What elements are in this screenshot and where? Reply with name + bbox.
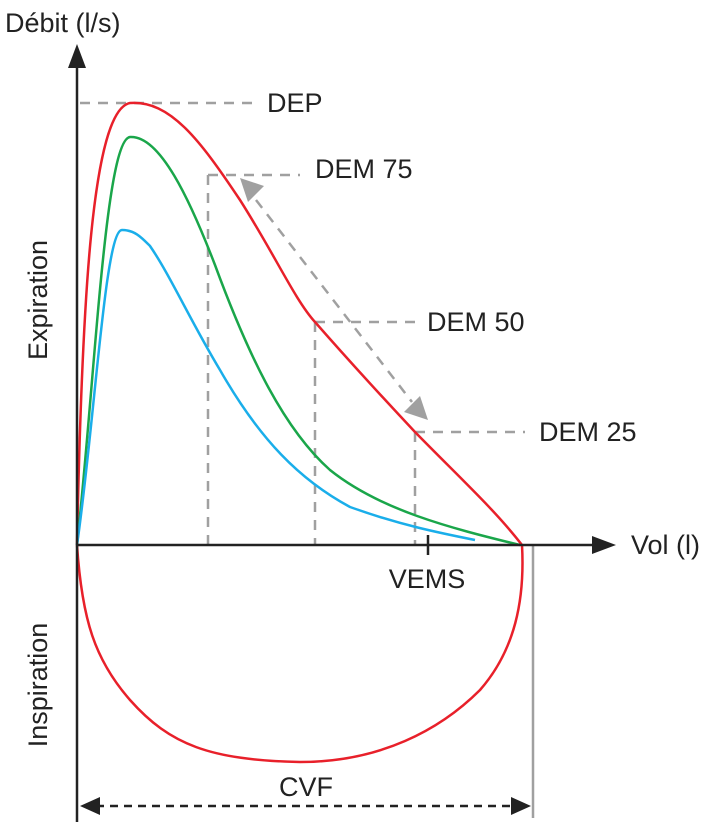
expiration-label: Expiration [23, 240, 53, 360]
diagonal-arrowhead-top [240, 178, 264, 202]
curve-middle [75, 135, 521, 547]
cvf-arrow-right-icon [511, 797, 531, 815]
dem50-label: DEM 50 [427, 307, 525, 337]
cvf-arrow-left-icon [80, 797, 100, 815]
inspiration-label: Inspiration [23, 623, 53, 748]
dep-label: DEP [267, 88, 323, 118]
diagonal-arrowhead-bottom [404, 396, 428, 420]
curve-normal-expiration [75, 101, 523, 546]
vems-label: VEMS [389, 564, 466, 594]
y-axis-arrow-icon [68, 44, 86, 68]
x-axis-label: Vol (l) [631, 530, 700, 560]
curve-inspiration [75, 544, 524, 764]
diagonal-arrow-line [255, 199, 413, 403]
y-axis-label: Débit (l/s) [5, 8, 121, 38]
dem75-label: DEM 75 [315, 154, 413, 184]
x-axis-arrow-icon [592, 536, 616, 554]
curve-low [75, 228, 476, 546]
cvf-label: CVF [279, 772, 333, 802]
dem25-label: DEM 25 [539, 417, 637, 447]
